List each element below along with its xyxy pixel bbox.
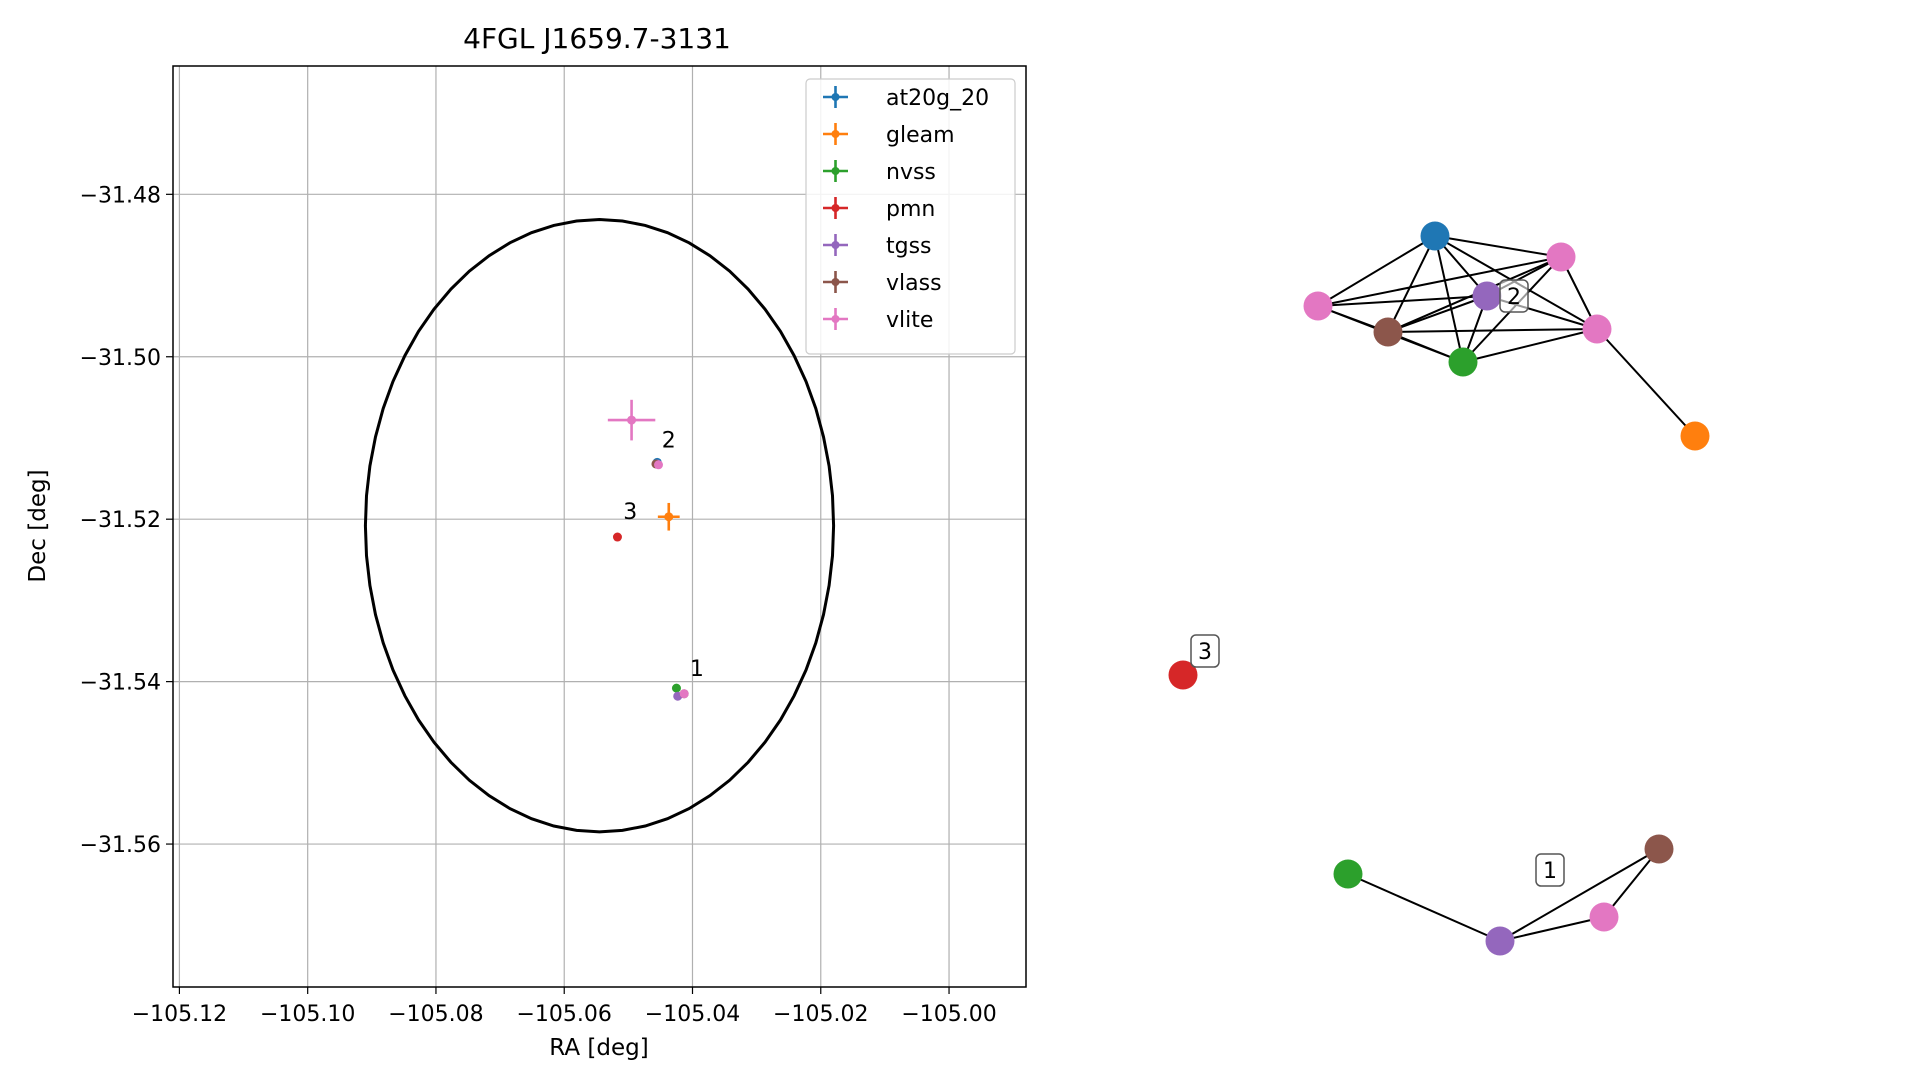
legend-entry-tgss: tgss (823, 234, 932, 259)
chart-title: 4FGL J1659.7-3131 (463, 22, 731, 55)
y-tick-label: −31.48 (80, 183, 161, 208)
data-point (612, 532, 622, 542)
network-node (1448, 347, 1478, 377)
legend-marker-dot (831, 278, 840, 286)
y-tick-label: −31.54 (80, 671, 161, 696)
legend-label: pmn (886, 197, 935, 222)
error-ellipse (363, 217, 836, 834)
data-point (679, 689, 689, 699)
y-tick-label: −31.50 (80, 346, 161, 371)
x-tick-label: −105.10 (260, 1002, 355, 1027)
series-nvss (671, 683, 681, 693)
annotation-label: 3 (623, 500, 637, 525)
x-tick-label: −105.04 (645, 1002, 740, 1027)
y-axis-label: Dec [deg] (25, 469, 51, 582)
network-edge (1499, 848, 1660, 942)
network-node (1373, 317, 1403, 347)
network-node (1303, 291, 1333, 321)
cluster-label-text: 3 (1198, 640, 1212, 665)
legend-marker-dot (831, 241, 840, 249)
network-nodes (1168, 221, 1710, 956)
network-node (1644, 834, 1674, 864)
cluster-label: 1 (1535, 853, 1565, 887)
network-edge (1462, 328, 1598, 363)
network-edge (1434, 235, 1562, 258)
legend-label: nvss (886, 160, 936, 185)
x-axis-label: RA [deg] (549, 1035, 648, 1061)
legend-entry-vlass: vlass (823, 271, 942, 296)
error-ellipse-layer (363, 217, 836, 834)
plot-frame (172, 65, 1027, 988)
x-tick-label: −105.00 (901, 1002, 996, 1027)
network-node (1485, 926, 1515, 956)
legend-marker-dot (831, 315, 840, 323)
network-node (1546, 242, 1576, 272)
legend-entry-pmn: pmn (823, 197, 935, 222)
annotation-label: 1 (690, 657, 704, 682)
axis-ticks: −105.12 −105.10 −105.08 −105.06 −105.04 −105.… (80, 183, 997, 1027)
legend-label: gleam (886, 123, 955, 148)
legend-marker-dot (831, 204, 840, 212)
legend-label: at20g_20 (886, 86, 989, 111)
network-edge (1387, 295, 1488, 333)
series-gleam (657, 502, 680, 531)
cluster-label-text: 2 (1507, 285, 1521, 310)
network-edge (1499, 916, 1605, 942)
network-node (1333, 859, 1363, 889)
y-tick-label: −31.52 (80, 508, 161, 533)
legend-box (805, 78, 1016, 355)
data-points (607, 399, 689, 701)
legend-marker-dot (831, 130, 840, 138)
data-point (664, 512, 674, 522)
network-panel: 2 3 1 (1168, 221, 1710, 956)
legend-label: vlite (886, 308, 933, 333)
x-tick-label: −105.06 (517, 1002, 612, 1027)
legend-entry-at20g_20: at20g_20 (823, 86, 989, 111)
network-node (1589, 902, 1619, 932)
point-annotations: 1 2 3 (623, 429, 704, 682)
legend-marker-dot (831, 93, 840, 101)
network-node (1472, 281, 1502, 311)
x-tick-label: −105.02 (773, 1002, 868, 1027)
network-node (1582, 314, 1612, 344)
legend-entry-vlite: vlite (823, 308, 933, 333)
network-edge (1596, 328, 1696, 437)
network-edge (1317, 295, 1488, 307)
series-vlite (607, 399, 689, 699)
network-node (1680, 421, 1710, 451)
series-pmn (612, 532, 622, 542)
x-tick-label: −105.08 (388, 1002, 483, 1027)
annotation-label: 2 (662, 429, 676, 454)
data-point (671, 683, 681, 693)
y-tick-label: −31.56 (80, 833, 161, 858)
scatter-panel: 4FGL J1659.7-3131 123 −105.12 −105.10 −105… (25, 22, 1027, 1061)
network-labels: 2 3 1 (1190, 279, 1565, 887)
network-edge (1317, 256, 1562, 307)
legend-entry-nvss: nvss (823, 160, 936, 185)
cluster-label-box (1499, 279, 1529, 313)
x-tick-label: −105.12 (132, 1002, 227, 1027)
network-edge (1387, 235, 1436, 333)
cluster-label: 3 (1190, 634, 1220, 668)
data-point (654, 460, 664, 470)
cluster-label-text: 1 (1543, 859, 1557, 884)
cluster-label: 2 (1499, 279, 1529, 313)
network-edge (1317, 235, 1436, 307)
network-edge (1347, 873, 1501, 942)
network-node (1420, 221, 1450, 251)
cluster-label-box (1535, 853, 1565, 887)
legend-marker-dot (831, 167, 840, 175)
network-edge (1603, 848, 1660, 918)
network-node (1168, 660, 1198, 690)
cluster-label-box (1190, 634, 1220, 668)
legend-label: vlass (886, 271, 942, 296)
legend-entry-gleam: gleam (823, 123, 955, 148)
legend-label: tgss (886, 234, 932, 259)
data-point (627, 415, 637, 425)
